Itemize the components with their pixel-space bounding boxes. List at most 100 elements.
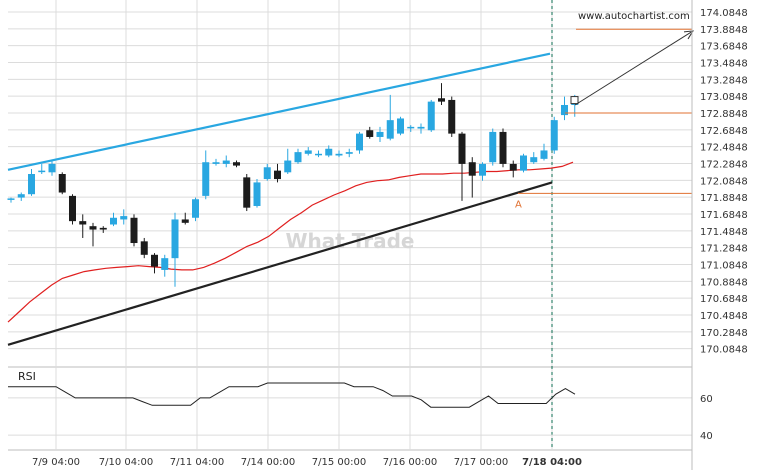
rsi-label: RSI xyxy=(18,370,36,383)
resistance-line xyxy=(7,52,551,171)
pattern-point-label: A xyxy=(515,199,522,210)
candle-body xyxy=(561,104,568,116)
source-label[interactable]: www.autochartist.com xyxy=(578,11,690,22)
candle-body xyxy=(120,216,128,220)
y-tick-label: 171.4848 xyxy=(700,227,748,238)
candle-body xyxy=(397,118,404,134)
y-tick-label: 171.8848 xyxy=(700,193,748,204)
candle-body xyxy=(427,101,435,131)
candle-body xyxy=(294,152,302,163)
candle-body xyxy=(48,163,56,173)
candle-body xyxy=(274,170,281,180)
y-tick-label: 173.0848 xyxy=(700,92,748,103)
candle-body xyxy=(335,153,343,156)
candle-body xyxy=(325,148,333,156)
y-tick-label: 172.8848 xyxy=(700,109,748,120)
y-tick-label: 171.2848 xyxy=(700,244,748,255)
candle-body xyxy=(356,133,363,151)
y-tick-label: 170.4848 xyxy=(700,311,748,322)
overlay: www.autochartist.com A xyxy=(515,11,694,210)
candles xyxy=(7,83,579,287)
candle-body xyxy=(499,131,507,164)
rsi-tick-label: 40 xyxy=(700,431,713,442)
candle-body xyxy=(253,182,261,206)
candle-body xyxy=(448,99,456,134)
candle-body xyxy=(458,133,466,164)
candle-body xyxy=(304,150,312,154)
candle-body xyxy=(192,199,199,218)
candle-body xyxy=(407,126,415,129)
candle-body xyxy=(417,126,425,129)
x-axis: 7/9 04:00 7/10 04:00 7/11 04:00 7/14 00:00 7… xyxy=(32,457,582,468)
candle-body xyxy=(509,163,517,171)
candle-body xyxy=(7,198,15,200)
y-tick-label: 172.2848 xyxy=(700,160,748,171)
y-tick-label: 170.8848 xyxy=(700,277,748,288)
x-tick-label: 7/18 04:00 xyxy=(522,457,582,468)
x-tick-label: 7/14 00:00 xyxy=(241,457,295,468)
candle-body xyxy=(99,227,107,230)
candle-body xyxy=(243,177,251,208)
candle-body xyxy=(89,226,97,230)
x-tick-label: 7/10 04:00 xyxy=(99,457,153,468)
candle-body xyxy=(58,174,66,193)
candle-body xyxy=(222,160,230,164)
candle-body xyxy=(79,221,87,225)
y-tick-label: 174.0848 xyxy=(700,8,748,19)
y-axis: 174.0848 173.8848 173.6848 173.4848 173.2848… xyxy=(691,0,748,470)
candle-body xyxy=(38,170,46,173)
x-tick-label: 7/17 00:00 xyxy=(454,457,508,468)
candle-body xyxy=(550,120,558,151)
grid-lines xyxy=(8,0,692,451)
y-tick-label: 172.0848 xyxy=(700,176,748,187)
y-tick-label: 173.4848 xyxy=(700,59,748,70)
rsi-line xyxy=(8,382,576,408)
candle-body xyxy=(263,167,271,180)
candle-body xyxy=(181,219,189,223)
y-tick-label: 170.0848 xyxy=(700,345,748,356)
x-tick-label: 7/15 00:00 xyxy=(312,457,366,468)
y-tick-label: 172.4848 xyxy=(700,143,748,154)
candle-body xyxy=(151,254,158,267)
support-line xyxy=(7,181,553,346)
candle-body xyxy=(284,160,292,173)
y-tick-label: 172.6848 xyxy=(700,126,748,137)
y-tick-label: 170.6848 xyxy=(700,294,748,305)
candle-body xyxy=(212,162,220,164)
candle-body xyxy=(202,162,210,196)
candle-body xyxy=(110,217,117,225)
candle-body xyxy=(28,174,35,195)
projection-arrowhead xyxy=(683,30,694,40)
x-tick-label: 7/11 04:00 xyxy=(170,457,224,468)
projection-line xyxy=(574,30,694,106)
candle-body xyxy=(489,131,497,163)
candle-body xyxy=(69,195,76,222)
rsi-panel: RSI 60 40 xyxy=(8,370,713,442)
candle-body xyxy=(438,98,445,102)
candle-body xyxy=(130,217,138,244)
candle-body xyxy=(520,155,527,171)
y-tick-label: 173.6848 xyxy=(700,42,748,53)
candle-body xyxy=(171,219,179,259)
candle-body xyxy=(540,150,548,159)
trendlines xyxy=(7,52,553,346)
y-tick-label: 170.2848 xyxy=(700,328,748,339)
watermark: What Trade xyxy=(285,229,414,253)
rsi-tick-label: 60 xyxy=(700,394,713,405)
candle-body xyxy=(366,130,374,137)
candle-body xyxy=(376,131,384,137)
y-tick-label: 173.2848 xyxy=(700,75,748,86)
entry-marker xyxy=(570,96,579,105)
y-tick-label: 173.8848 xyxy=(700,25,748,36)
candle-body xyxy=(386,120,394,139)
x-tick-label: 7/16 00:00 xyxy=(383,457,437,468)
ma-polyline xyxy=(7,161,574,323)
candle-body xyxy=(233,162,240,166)
x-tick-label: 7/9 04:00 xyxy=(32,457,80,468)
candle-body xyxy=(530,157,538,163)
candle-body xyxy=(345,152,353,154)
candle-body xyxy=(140,241,148,255)
moving-average-line xyxy=(7,161,574,323)
candle-body xyxy=(161,258,169,270)
